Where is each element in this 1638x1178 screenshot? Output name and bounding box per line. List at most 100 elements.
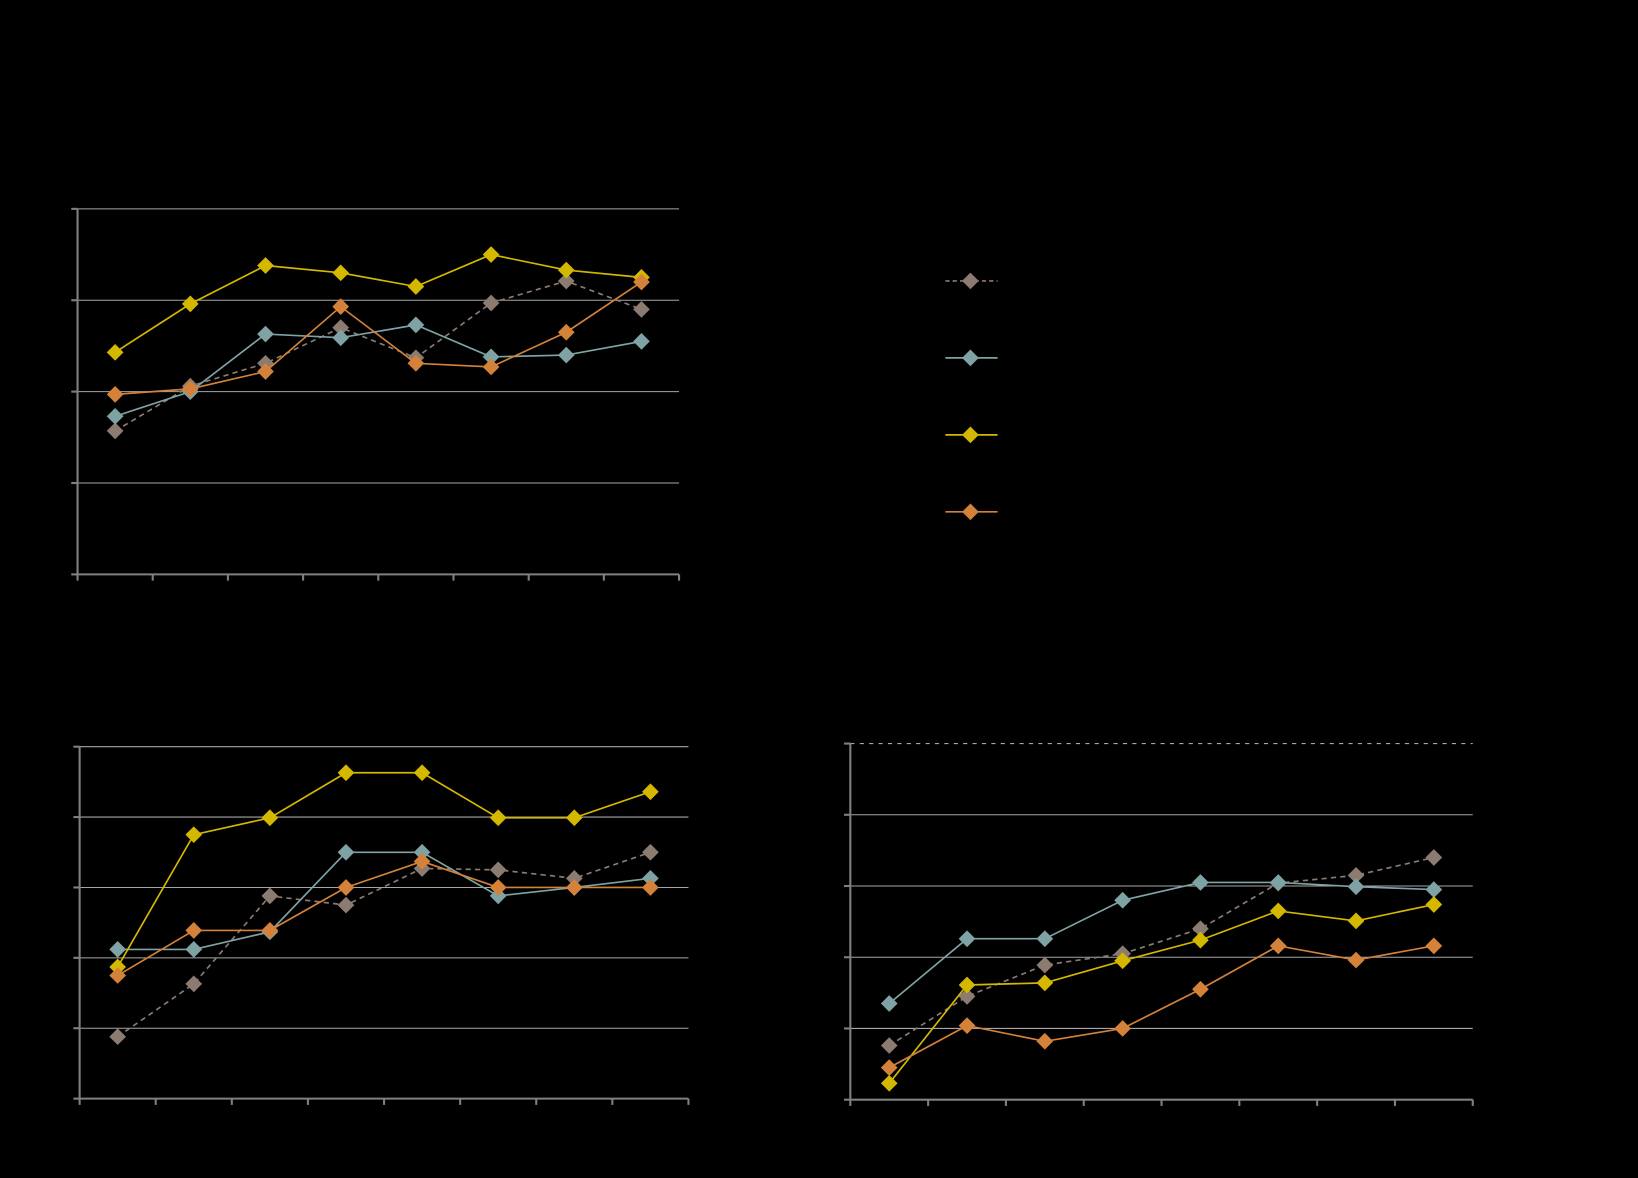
series-line [117,860,651,977]
point-marker [1269,902,1287,920]
legend-marker [962,503,979,521]
point-marker [257,257,274,274]
point-marker [565,879,583,896]
series-line [114,324,642,418]
point-marker [489,879,507,896]
point-marker [489,809,507,827]
point-marker [1347,951,1365,969]
point-marker [407,316,425,334]
point-marker [1269,937,1287,955]
point-marker [633,301,650,318]
point-marker [337,896,355,914]
point-marker [413,764,431,782]
point-marker [1036,974,1054,992]
point-marker [257,363,274,380]
point-marker [1192,980,1209,998]
point-marker [1192,874,1209,891]
series-line [114,253,642,354]
point-marker [1425,896,1443,913]
point-marker [413,843,431,861]
series-line [117,851,651,951]
point-marker [337,764,355,782]
point-marker [1347,878,1365,896]
series-line [888,944,1434,1069]
point-marker [185,975,203,993]
point-marker [185,922,203,939]
point-marker [332,298,350,315]
series-line [888,856,1435,1047]
point-marker [1425,937,1443,955]
point-marker [181,295,199,313]
point-marker [1425,849,1443,866]
point-marker [332,329,350,347]
point-marker [1347,912,1365,930]
point-marker [642,869,659,887]
series-line [888,903,1435,1084]
point-marker [106,343,124,361]
point-marker [482,294,500,312]
point-marker [185,941,203,958]
point-marker [1036,930,1054,948]
point-marker [565,869,583,887]
point-marker [642,879,659,896]
point-marker [482,358,500,376]
point-marker [261,887,279,905]
point-marker [557,323,575,341]
point-marker [407,278,425,295]
legend-marker [962,272,979,290]
point-marker [642,783,659,801]
point-marker [413,853,431,870]
point-marker [489,861,507,879]
point-marker [337,843,355,861]
point-marker [633,273,650,291]
point-marker [106,407,124,425]
point-marker [332,264,350,282]
series-line [116,771,651,968]
legend-marker [962,426,979,444]
point-marker [261,922,279,939]
point-marker [1425,881,1443,898]
point-marker [109,967,127,984]
point-marker [261,809,279,827]
point-marker [181,380,199,398]
series-line [117,851,651,1038]
point-marker [1114,891,1131,909]
point-marker [257,325,274,343]
series-line [888,881,1434,1005]
point-marker [880,1074,898,1092]
point-marker [109,941,127,958]
point-marker [1192,920,1209,938]
point-marker [1269,874,1287,891]
point-marker [880,1037,898,1054]
point-marker [482,348,500,366]
point-marker [482,246,500,263]
point-marker [880,995,898,1012]
point-marker [1036,1032,1054,1050]
point-marker [109,958,127,976]
point-marker [407,354,425,372]
point-marker [642,843,659,861]
legend-marker [962,349,979,367]
point-marker [880,1059,898,1076]
point-marker [557,272,575,290]
point-marker [332,319,350,337]
point-marker [1036,956,1054,974]
point-marker [958,988,976,1005]
point-marker [109,1028,127,1046]
series-line [115,281,642,396]
point-marker [106,422,124,440]
point-marker [489,887,507,905]
point-marker [337,879,355,896]
point-marker [106,386,124,403]
point-marker [1192,931,1209,949]
point-marker [565,809,583,827]
point-marker [1114,1020,1131,1037]
point-marker [958,976,976,994]
point-marker [633,333,650,350]
point-marker [185,826,203,844]
point-marker [958,930,976,948]
point-marker [958,1017,976,1034]
point-marker [557,261,575,279]
